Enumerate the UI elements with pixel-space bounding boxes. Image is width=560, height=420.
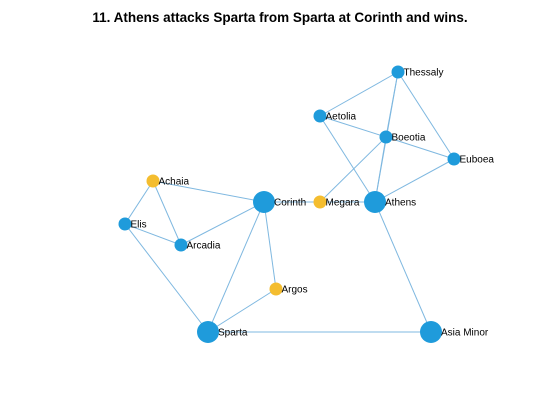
node-label-sparta: Sparta: [218, 328, 248, 339]
node-achaia: [146, 174, 160, 188]
node-asia-minor: [420, 321, 442, 343]
labels-layer: Thessaly Aetolia Boeotia Euboea Achaia Corint…: [131, 68, 495, 339]
node-elis: [118, 217, 132, 231]
edge-aetolia-athens: [319, 115, 376, 203]
edge-athens-asia_minor: [374, 201, 432, 333]
node-label-athens: Athens: [385, 198, 416, 209]
node-label-arcadia: Arcadia: [187, 241, 221, 252]
node-corinth: [253, 191, 275, 213]
edge-achaia-arcadia: [152, 180, 182, 246]
node-megara: [313, 195, 327, 209]
node-label-boeotia: Boeotia: [392, 133, 426, 144]
edge-euboea-athens: [374, 158, 455, 203]
edge-boeotia-euboea: [385, 136, 455, 160]
node-arcadia: [174, 238, 188, 252]
edge-elis-sparta: [124, 223, 209, 333]
edge-corinth-achaia: [152, 180, 265, 203]
edge-thessaly-aetolia: [319, 71, 399, 117]
node-label-euboea: Euboea: [460, 155, 495, 166]
edge-corinth-sparta: [207, 201, 265, 333]
node-label-elis: Elis: [131, 220, 147, 231]
edge-corinth-arcadia: [180, 201, 265, 246]
edge-boeotia-megara: [319, 136, 387, 203]
edge-aetolia-boeotia: [319, 115, 387, 138]
node-label-aetolia: Aetolia: [326, 112, 357, 123]
node-boeotia: [379, 130, 393, 144]
node-label-achaia: Achaia: [159, 177, 190, 188]
node-euboea: [447, 152, 461, 166]
node-argos: [269, 282, 283, 296]
edge-corinth-argos: [263, 201, 277, 290]
node-label-thessaly: Thessaly: [404, 68, 444, 79]
figure-title: 11. Athens attacks Sparta from Sparta at…: [92, 10, 468, 25]
node-label-asia-minor: Asia Minor: [441, 328, 489, 339]
node-athens: [364, 191, 386, 213]
node-aetolia: [313, 109, 327, 123]
node-label-megara: Megara: [326, 198, 360, 209]
node-label-argos: Argos: [282, 285, 308, 296]
node-sparta: [197, 321, 219, 343]
edge-thessaly-euboea: [397, 71, 455, 160]
node-label-corinth: Corinth: [274, 198, 306, 209]
node-thessaly: [391, 65, 405, 79]
edge-elis-arcadia: [124, 223, 182, 246]
edge-achaia-elis: [124, 180, 154, 225]
nodes-layer: [118, 65, 461, 343]
edge-argos-sparta: [207, 288, 277, 333]
